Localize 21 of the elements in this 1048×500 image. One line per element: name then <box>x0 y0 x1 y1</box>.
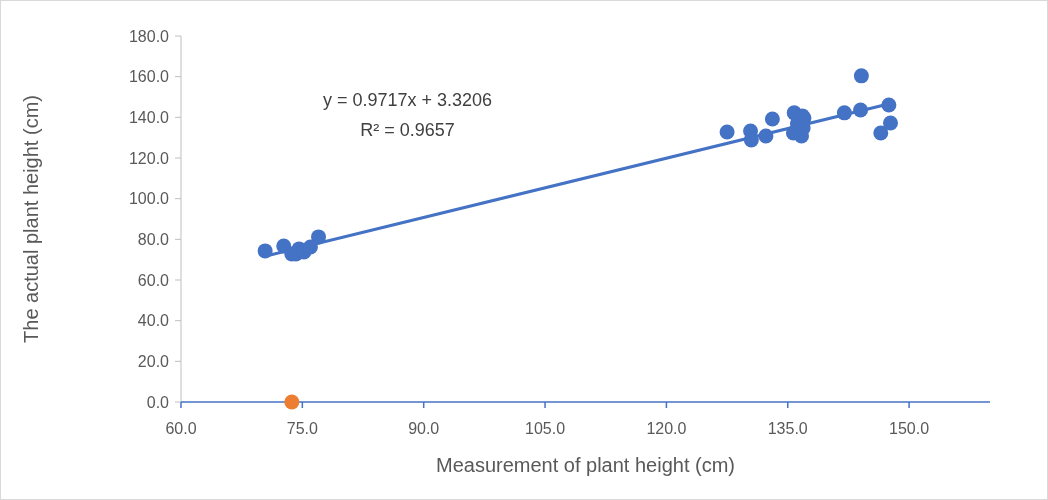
y-tick-label: 40.0 <box>137 312 170 330</box>
y-tick-label: 20.0 <box>137 352 170 370</box>
annotation: R² = 0.9657 <box>360 120 455 140</box>
x-tick-label: 150.0 <box>889 419 930 437</box>
y-tick-label: 0.0 <box>146 393 170 411</box>
x-axis-title: Measurement of plant height (cm) <box>435 454 736 476</box>
y-tick-label: 80.0 <box>137 230 170 248</box>
x-tick-label: 60.0 <box>165 419 197 437</box>
annotation: y = 0.9717x + 3.3206 <box>322 90 493 110</box>
x-tick-label: 75.0 <box>286 419 319 437</box>
x-tick-label: 90.0 <box>408 419 440 437</box>
y-tick-label: 120.0 <box>128 149 170 167</box>
x-tick-label: 120.0 <box>646 419 687 437</box>
y-tick-label: 140.0 <box>128 108 170 126</box>
y-tick-label: 100.0 <box>128 190 170 208</box>
x-tick-label: 135.0 <box>767 419 808 437</box>
x-tick-label: 105.0 <box>525 419 566 437</box>
y-tick-label: 60.0 <box>137 271 170 289</box>
y-axis-title: The actual plant height (cm) <box>20 95 42 343</box>
y-tick-label: 160.0 <box>128 68 170 86</box>
y-tick-label: 180.0 <box>128 27 170 45</box>
